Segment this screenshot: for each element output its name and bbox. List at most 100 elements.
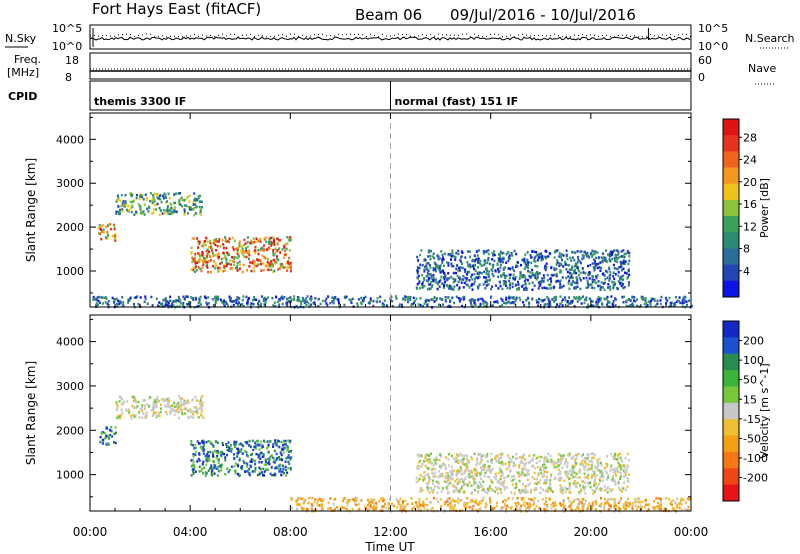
heatmap-cell	[175, 300, 177, 303]
heatmap-cell	[269, 262, 272, 265]
heatmap-cell	[371, 501, 374, 504]
heatmap-cell	[95, 302, 98, 305]
heatmap-cell	[246, 240, 249, 244]
heatmap-cell	[629, 503, 632, 506]
heatmap-cell	[635, 500, 638, 503]
heatmap-cell	[571, 501, 574, 504]
heatmap-cell	[546, 503, 548, 507]
y-tick-label: 1000	[56, 265, 84, 278]
heatmap-cell	[536, 265, 539, 268]
heatmap-cell	[463, 478, 465, 482]
heatmap-cell	[466, 261, 469, 264]
heatmap-cell	[526, 287, 529, 290]
heatmap-cell	[543, 457, 546, 460]
heatmap-cell	[317, 498, 319, 502]
heatmap-cell	[523, 303, 526, 307]
heatmap-cell	[506, 286, 509, 290]
heatmap-cell	[641, 295, 644, 299]
heatmap-cell	[415, 501, 417, 504]
heatmap-cell	[533, 497, 536, 500]
heatmap-cell	[153, 198, 155, 201]
heatmap-cell	[423, 278, 426, 282]
heatmap-cell	[125, 208, 128, 212]
heatmap-cell	[289, 296, 292, 299]
heatmap-cell	[223, 452, 226, 456]
heatmap-cell	[490, 458, 493, 461]
heatmap-cell	[264, 467, 267, 471]
heatmap-cell	[173, 413, 176, 416]
heatmap-cell	[538, 459, 541, 463]
heatmap-cell	[553, 256, 556, 259]
heatmap-cell	[611, 468, 614, 471]
heatmap-cell	[401, 501, 404, 504]
heatmap-cell	[683, 301, 686, 304]
heatmap-cell	[495, 504, 498, 508]
heatmap-cell	[190, 415, 193, 418]
heatmap-cell	[105, 434, 107, 438]
heatmap-cell	[224, 456, 227, 459]
heatmap-cell	[271, 296, 274, 300]
heatmap-cell	[195, 298, 198, 301]
heatmap-cell	[181, 397, 184, 400]
heatmap-cell	[128, 298, 131, 302]
heatmap-cell	[240, 448, 243, 451]
heatmap-cell	[295, 500, 298, 503]
heatmap-cell	[434, 485, 436, 488]
heatmap-cell	[278, 470, 281, 473]
heatmap-cell	[236, 472, 239, 476]
heatmap-cell	[211, 474, 214, 477]
heatmap-cell	[565, 471, 568, 475]
heatmap-cell	[268, 242, 271, 245]
heatmap-cell	[214, 440, 217, 443]
heatmap-cell	[167, 399, 170, 402]
nave-label: Nave	[748, 62, 776, 75]
heatmap-cell	[252, 303, 255, 306]
heatmap-cell	[623, 286, 626, 289]
heatmap-cell	[636, 497, 639, 500]
heatmap-cell	[473, 452, 476, 456]
heatmap-cell	[647, 508, 650, 511]
heatmap-cell	[470, 469, 473, 473]
heatmap-cell	[675, 296, 677, 299]
nsky-tick-bottom: 10^0	[52, 40, 82, 53]
heatmap-cell	[481, 297, 484, 301]
heatmap-cell	[479, 304, 482, 308]
heatmap-cell	[474, 259, 477, 262]
heatmap-cell	[431, 489, 433, 492]
heatmap-cell	[582, 505, 585, 508]
heatmap-cell	[618, 464, 621, 468]
heatmap-cell	[179, 302, 182, 305]
heatmap-cell	[649, 300, 652, 303]
heatmap-cell	[252, 459, 255, 462]
heatmap-cell	[416, 255, 419, 259]
heatmap-cell	[565, 276, 568, 280]
heatmap-cell	[490, 479, 493, 483]
heatmap-cell	[258, 454, 261, 457]
heatmap-cell	[597, 464, 600, 467]
heatmap-cell	[580, 296, 583, 300]
heatmap-cell	[448, 287, 451, 290]
heatmap-cell	[665, 497, 668, 500]
heatmap-cell	[517, 288, 520, 291]
heatmap-cell	[603, 485, 606, 488]
heatmap-cell	[468, 286, 471, 289]
heatmap-cell	[212, 239, 215, 242]
heatmap-cell	[167, 301, 170, 305]
heatmap-cell	[624, 507, 627, 510]
heatmap-cell	[275, 466, 278, 470]
heatmap-cell	[518, 475, 521, 478]
heatmap-cell	[507, 454, 510, 457]
heatmap-cell	[489, 471, 492, 475]
heatmap-cell	[559, 286, 562, 289]
heatmap-cell	[555, 267, 558, 271]
heatmap-cell	[258, 466, 261, 470]
heatmap-cell	[272, 460, 275, 464]
heatmap-cell	[543, 502, 546, 506]
heatmap-cell	[236, 464, 239, 468]
heatmap-cell	[164, 297, 167, 300]
heatmap-cell	[182, 295, 185, 299]
heatmap-cell	[591, 461, 594, 464]
heatmap-cell	[590, 304, 593, 307]
heatmap-cell	[568, 287, 571, 290]
heatmap-cell	[555, 295, 558, 299]
